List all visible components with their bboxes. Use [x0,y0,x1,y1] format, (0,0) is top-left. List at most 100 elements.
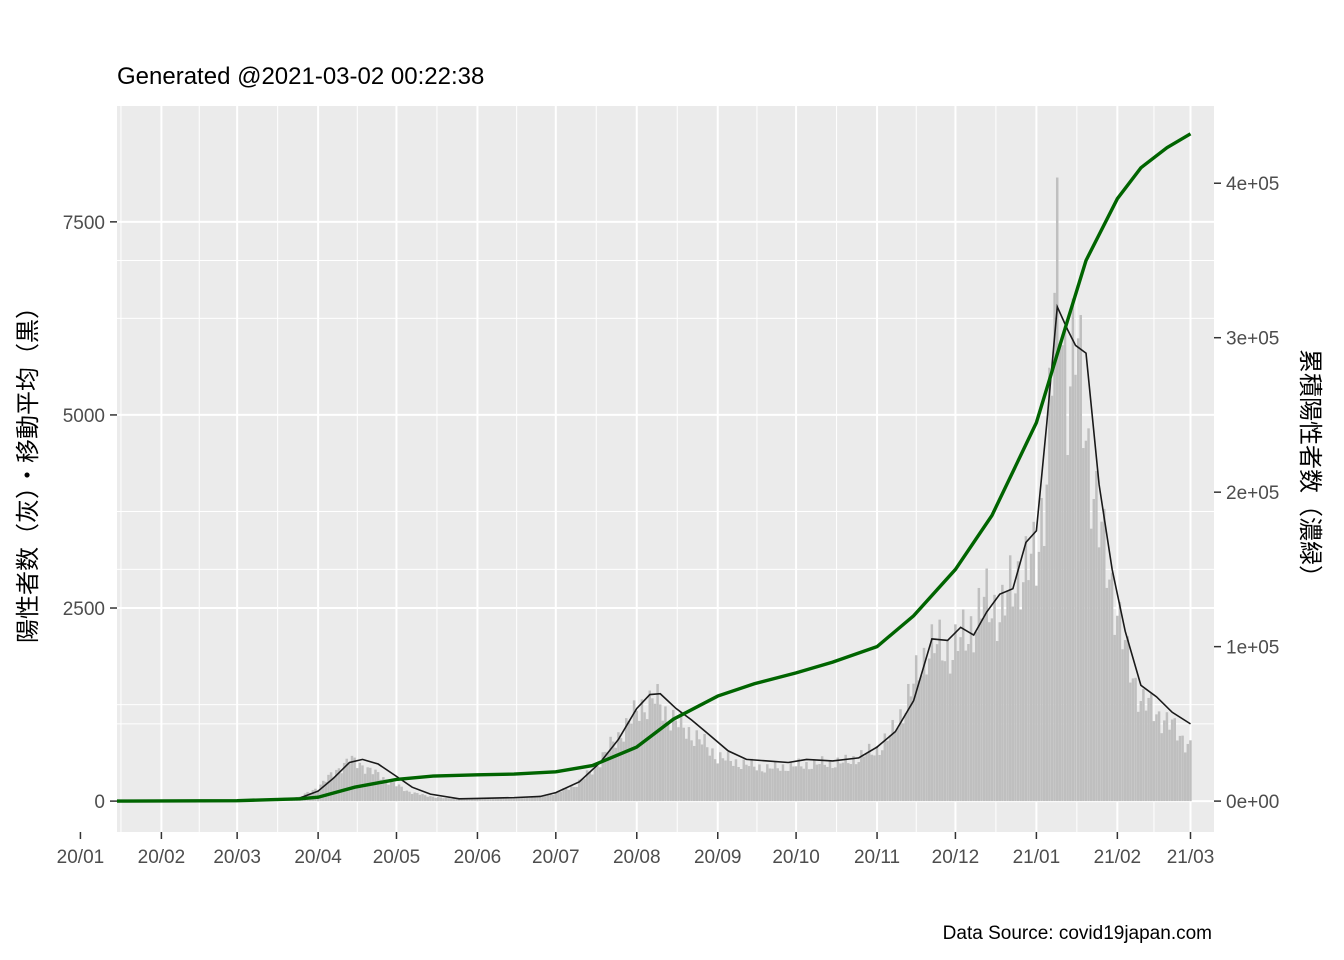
daily-bar [776,768,779,802]
daily-bar [564,788,568,802]
daily-bar [1048,367,1051,802]
daily-bar [674,720,678,802]
x-tick-label: 20/07 [532,847,580,868]
daily-bar [810,768,813,802]
daily-bar [700,744,704,802]
x-tick-label: 21/02 [1094,847,1142,868]
daily-bar [643,712,646,802]
daily-bar [964,650,968,802]
daily-bar [1022,582,1025,802]
daily-bar [1131,678,1135,802]
daily-bar [786,770,790,802]
daily-bar [705,747,709,802]
daily-bar [658,704,662,802]
daily-bar [585,770,589,802]
cumulative-line [116,132,1192,803]
daily-bar [557,791,560,802]
daily-bar [400,786,403,802]
daily-bar [606,752,610,802]
daily-bar [1040,498,1043,802]
daily-bar [682,727,685,802]
daily-bar [894,731,897,802]
daily-bar [1066,455,1069,802]
daily-bar [619,738,623,802]
daily-bar [489,798,492,802]
daily-bar [698,739,701,802]
daily-bar [546,794,550,802]
x-tick-label: 20/01 [57,847,105,868]
daily-bar [1082,448,1085,802]
daily-bar [724,760,727,802]
daily-bar [1087,428,1090,802]
daily-bar [1170,719,1174,802]
daily-bar [961,609,965,802]
daily-bar [1155,714,1158,802]
daily-bar [559,791,563,802]
daily-bar [630,723,633,802]
daily-bar [1050,395,1054,802]
daily-bar [771,768,774,802]
daily-bar [1011,606,1015,802]
daily-bar [1003,615,1007,802]
daily-bar [933,653,936,802]
daily-bar [852,756,855,802]
daily-bar [653,703,657,802]
daily-bar [1100,521,1103,802]
daily-bar [959,637,962,802]
daily-bar [664,706,667,802]
daily-bar [327,774,330,802]
daily-bar [429,796,432,802]
daily-bar [314,788,317,802]
daily-bar [1035,585,1038,802]
daily-bar [781,764,785,802]
daily-bar [841,762,845,802]
daily-bar [1063,326,1067,802]
daily-bar [917,680,921,802]
daily-bar [753,766,756,802]
x-tick-label: 20/02 [138,847,186,868]
daily-bar [530,796,534,802]
daily-bar [622,741,625,802]
daily-bar [972,652,975,802]
daily-bar [805,762,808,802]
daily-bar [418,794,422,802]
daily-bar [491,797,495,802]
daily-bar [651,698,654,802]
daily-bar [463,798,466,802]
daily-bar [426,796,429,802]
daily-bar [1126,636,1129,802]
y-axis-left: 0 2500 5000 7500 [63,213,117,813]
daily-bar [395,786,398,802]
daily-bar [755,770,759,802]
daily-bar [839,763,842,802]
daily-bar [405,790,409,802]
daily-bar [588,771,591,802]
x-axis: 20/01 20/02 20/03 20/04 20/05 20/06 20/07 20/08… [57,832,1214,868]
daily-bar [601,752,604,802]
daily-bar [739,769,743,802]
daily-bar [690,740,693,802]
x-tick-label: 20/03 [213,847,261,868]
daily-bar [815,764,819,802]
daily-bar [1006,590,1009,802]
daily-bar [483,798,487,802]
daily-bar [909,696,913,802]
daily-bar [695,730,699,802]
daily-bar [1074,374,1077,802]
daily-bar [580,778,584,802]
daily-bar [1139,701,1143,802]
daily-bar [784,770,787,802]
daily-bar [1157,711,1161,802]
daily-bar [928,658,931,802]
daily-bar [794,766,798,802]
daily-bar [773,761,777,802]
daily-bar [687,727,691,802]
daily-bar [476,798,479,802]
daily-bar [1016,561,1020,802]
daily-bar [870,754,874,802]
daily-bar [993,594,996,802]
daily-bar [512,797,516,802]
daily-bar [985,568,988,802]
daily-bar [1134,677,1137,802]
daily-bar [742,759,746,802]
